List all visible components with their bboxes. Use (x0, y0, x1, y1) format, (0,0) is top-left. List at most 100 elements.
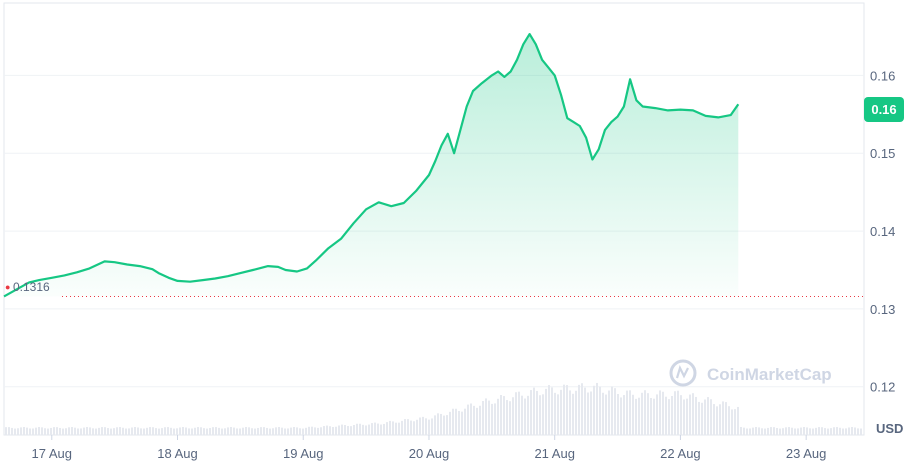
volume-bar (29, 428, 31, 435)
volume-bar (503, 396, 505, 435)
volume-bar (371, 423, 373, 435)
volume-bar (848, 427, 850, 435)
volume-bars (5, 382, 862, 435)
volume-bar (185, 427, 187, 435)
volume-bar (641, 392, 643, 435)
volume-bar (227, 427, 229, 435)
volume-bar (605, 394, 607, 435)
volume-bar (686, 398, 688, 435)
volume-bar (839, 427, 841, 435)
volume-bar (68, 427, 70, 435)
volume-bar (317, 427, 319, 435)
volume-bar (329, 426, 331, 435)
volume-bar (413, 421, 415, 435)
volume-bar (446, 415, 448, 435)
volume-bar (578, 384, 580, 435)
volume-bar (170, 427, 172, 435)
volume-bar (299, 428, 301, 435)
volume-bar (530, 390, 532, 435)
volume-bar (680, 395, 682, 435)
volume-bar (101, 427, 103, 435)
volume-bar (854, 427, 856, 435)
volume-bar (587, 392, 589, 435)
volume-bar (566, 385, 568, 435)
volume-bar (431, 418, 433, 435)
volume-bar (56, 427, 58, 435)
volume-bar (173, 428, 175, 435)
volume-bar (350, 426, 352, 435)
volume-bar (392, 421, 394, 435)
volume-bar (260, 427, 262, 435)
volume-bar (845, 428, 847, 435)
volume-bar (380, 424, 382, 435)
volume-bar (728, 406, 730, 435)
volume-bar (755, 427, 757, 435)
volume-bar (5, 427, 7, 435)
x-tick-label: 23 Aug (786, 446, 827, 461)
volume-bar (62, 428, 64, 435)
volume-bar (80, 428, 82, 435)
volume-bar (53, 427, 55, 435)
volume-bar (737, 406, 739, 435)
volume-bar (422, 416, 424, 435)
volume-bar (359, 423, 361, 435)
volume-bar (224, 428, 226, 435)
volume-bar (536, 390, 538, 435)
volume-bar (575, 390, 577, 435)
volume-bar (356, 423, 358, 435)
volume-bar (86, 427, 88, 435)
volume-bar (560, 389, 562, 435)
volume-bar (692, 393, 694, 435)
volume-bar (806, 427, 808, 435)
volume-bar (11, 427, 13, 435)
volume-bar (146, 427, 148, 435)
volume-bar (815, 427, 817, 435)
y-tick-label: 0.16 (870, 68, 895, 83)
volume-bar (788, 427, 790, 435)
volume-bar (722, 401, 724, 435)
volume-bar (608, 390, 610, 435)
volume-bar (179, 427, 181, 435)
volume-bar (116, 427, 118, 435)
volume-bar (254, 428, 256, 435)
volume-bar (425, 418, 427, 435)
volume-bar (842, 428, 844, 435)
volume-bar (284, 428, 286, 435)
volume-bar (335, 426, 337, 435)
volume-bar (464, 408, 466, 435)
volume-bar (665, 396, 667, 435)
volume-bar (257, 427, 259, 435)
volume-bar (200, 427, 202, 435)
volume-bar (851, 427, 853, 435)
volume-bar (362, 424, 364, 435)
volume-bar (143, 428, 145, 435)
volume-bar (743, 427, 745, 435)
volume-bar (134, 427, 136, 435)
volume-bar (593, 385, 595, 435)
volume-bar (656, 394, 658, 435)
volume-bar (761, 428, 763, 435)
volume-bar (821, 427, 823, 435)
volume-bar (629, 390, 631, 435)
volume-bar (215, 427, 217, 435)
volume-bar (452, 408, 454, 435)
volume-bar (758, 427, 760, 435)
volume-bar (611, 386, 613, 435)
volume-bar (149, 427, 151, 435)
volume-bar (614, 388, 616, 435)
volume-bar (236, 428, 238, 435)
reference-price-text: 0.1316 (13, 280, 50, 294)
volume-bar (248, 427, 250, 435)
volume-bar (113, 428, 115, 435)
volume-bar (158, 428, 160, 435)
volume-bar (731, 409, 733, 435)
volume-bar (404, 419, 406, 435)
volume-bar (266, 427, 268, 435)
volume-bar (440, 413, 442, 435)
volume-bar (308, 426, 310, 435)
volume-bar (623, 395, 625, 435)
volume-bar (770, 427, 772, 435)
volume-bar (812, 428, 814, 435)
volume-bar (533, 387, 535, 435)
